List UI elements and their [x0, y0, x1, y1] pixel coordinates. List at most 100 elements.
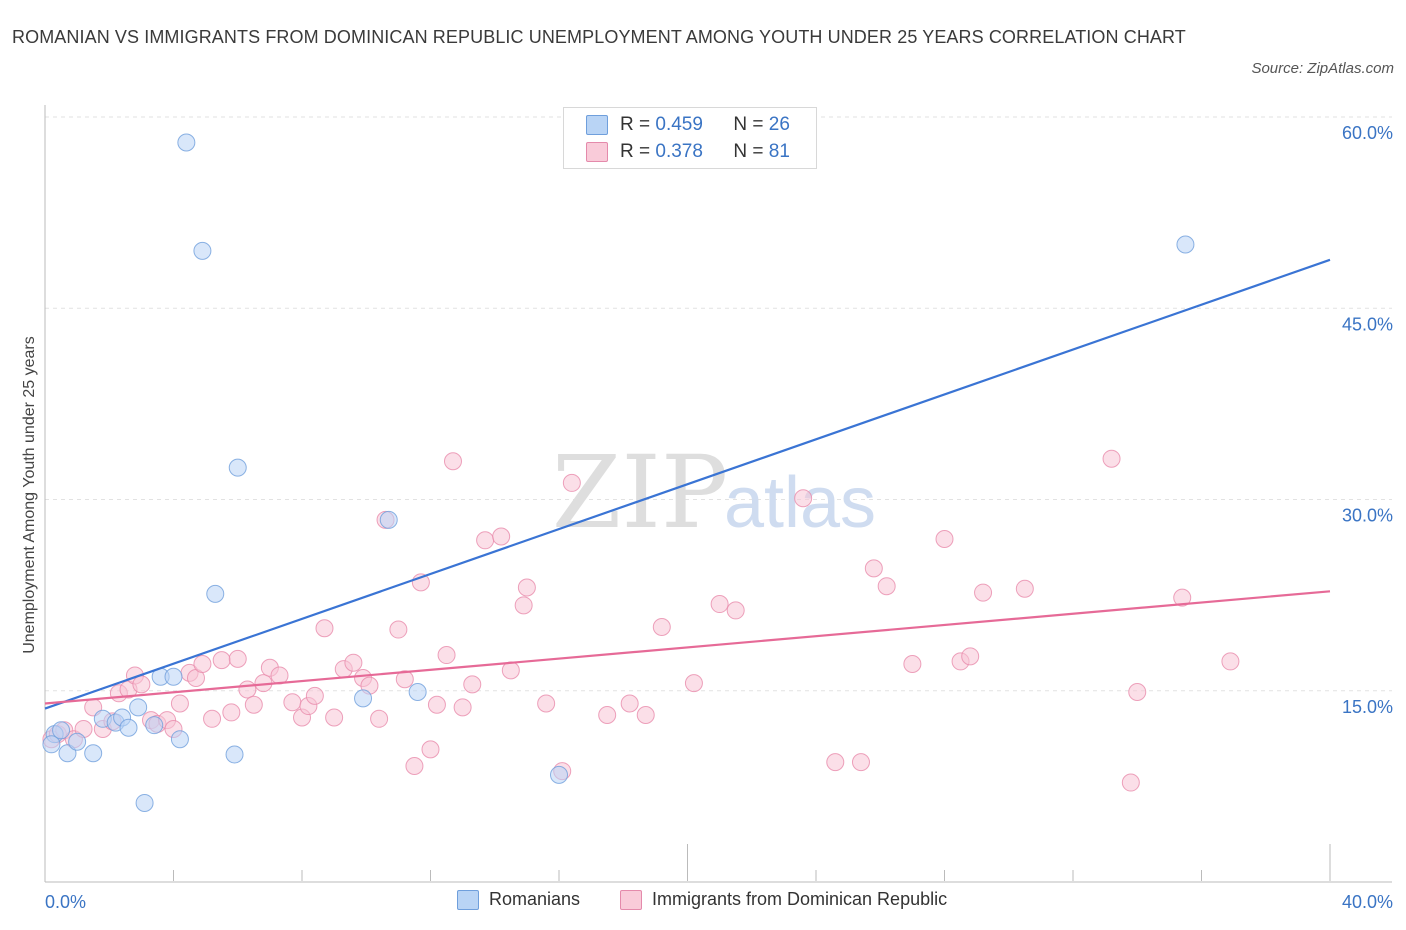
legend-n-label: N =: [733, 114, 764, 135]
data-point: [68, 732, 87, 751]
watermark-zip: ZIP: [552, 434, 728, 551]
watermark: ZIP atlas: [552, 434, 876, 551]
legend-row-romanians: R = 0.459 N = 26: [586, 113, 790, 137]
axes: [44, 105, 1392, 883]
legend-label-romanians: Romanians: [489, 889, 581, 909]
data-point: [1221, 652, 1240, 671]
trend-lines: [44, 258, 1331, 710]
data-point: [203, 709, 222, 728]
data-point: [620, 694, 639, 713]
data-point: [228, 458, 247, 477]
legend-n-label: N =: [733, 141, 764, 162]
data-point: [206, 584, 225, 603]
legend-item-romanians[interactable]: Romanians: [457, 889, 580, 910]
data-point: [961, 647, 980, 666]
data-point: [193, 654, 212, 673]
data-point: [244, 695, 263, 714]
legend-item-dominican[interactable]: Immigrants from Dominican Republic: [620, 889, 947, 910]
data-point: [437, 646, 456, 665]
data-point: [177, 133, 196, 152]
data-point: [1173, 588, 1192, 607]
data-point: [652, 618, 671, 636]
legend-swatch-romanians: [586, 115, 608, 135]
data-point: [222, 703, 241, 722]
data-point: [315, 619, 334, 638]
data-point: [238, 680, 257, 699]
data-point: [463, 675, 482, 694]
data-point: [598, 705, 617, 724]
data-point: [305, 686, 324, 705]
data-point: [52, 721, 71, 740]
data-point: [225, 745, 244, 764]
y-tick-label: 60.0%: [1342, 123, 1393, 143]
data-point: [636, 705, 655, 724]
data-point: [710, 595, 729, 614]
data-point: [325, 708, 344, 727]
data-point: [145, 716, 164, 735]
data-point: [354, 689, 373, 708]
data-point: [42, 735, 61, 754]
legend-r-label: R =: [620, 141, 651, 162]
tick-labels: 15.0% 30.0% 45.0% 60.0% 0.0% 40.0%: [45, 123, 1393, 912]
data-point: [344, 653, 363, 672]
data-point: [1128, 683, 1147, 702]
data-point: [726, 601, 745, 620]
data-point: [228, 649, 247, 668]
data-point: [119, 718, 138, 737]
chart-title: ROMANIAN VS IMMIGRANTS FROM DOMINICAN RE…: [12, 27, 1186, 47]
data-point: [562, 473, 581, 492]
data-point: [903, 654, 922, 673]
data-point: [164, 667, 183, 686]
data-point: [684, 674, 703, 693]
y-tick-label: 30.0%: [1342, 506, 1393, 526]
y-axis-label: Unemployment Among Youth under 25 years: [21, 336, 38, 654]
trend-line-dominican: [44, 590, 1331, 705]
y-tick-label: 45.0%: [1342, 314, 1393, 334]
data-point: [514, 596, 533, 615]
y-tick-label: 15.0%: [1342, 697, 1393, 717]
data-point: [170, 694, 189, 713]
data-point: [1176, 235, 1195, 254]
legend-n-value: 81: [768, 141, 790, 162]
data-point: [427, 695, 446, 714]
data-point: [550, 765, 568, 784]
legend-r-value: 0.378: [655, 141, 703, 162]
data-point: [517, 578, 536, 597]
data-point: [851, 753, 870, 772]
data-point: [794, 489, 813, 508]
data-point: [379, 510, 398, 529]
data-point: [283, 693, 302, 712]
data-point: [395, 670, 414, 689]
data-point: [129, 698, 148, 717]
x-tick-label: 0.0%: [45, 892, 86, 912]
legend-swatch-dominican: [586, 142, 608, 162]
source-label: Source: ZipAtlas.com: [1251, 60, 1394, 77]
legend-swatch-dominican: [620, 889, 642, 910]
data-point: [1121, 773, 1140, 792]
data-point: [1015, 579, 1034, 598]
stats-legend: R = 0.459 N = 26 R = 0.378 N = 81: [563, 107, 817, 169]
data-point: [476, 531, 495, 550]
legend-label-dominican: Immigrants from Dominican Republic: [652, 889, 948, 909]
legend-n-value: 26: [768, 114, 790, 135]
data-point: [492, 527, 511, 546]
data-point: [212, 651, 231, 670]
data-point: [84, 744, 103, 763]
legend-r-label: R =: [620, 114, 651, 135]
data-point: [443, 452, 462, 471]
legend-swatch-romanians: [457, 889, 479, 910]
x-tick-label: 40.0%: [1342, 892, 1393, 912]
data-point: [421, 740, 440, 759]
data-point: [370, 709, 389, 728]
data-point: [935, 530, 954, 549]
trend-line-romanians: [44, 258, 1331, 710]
data-point: [170, 730, 189, 749]
data-point: [132, 675, 151, 694]
data-point: [974, 583, 993, 602]
data-point: [453, 698, 472, 717]
series-romanians-points: [42, 133, 1195, 812]
data-point: [135, 793, 154, 812]
data-point: [408, 683, 427, 702]
data-point: [537, 694, 556, 713]
